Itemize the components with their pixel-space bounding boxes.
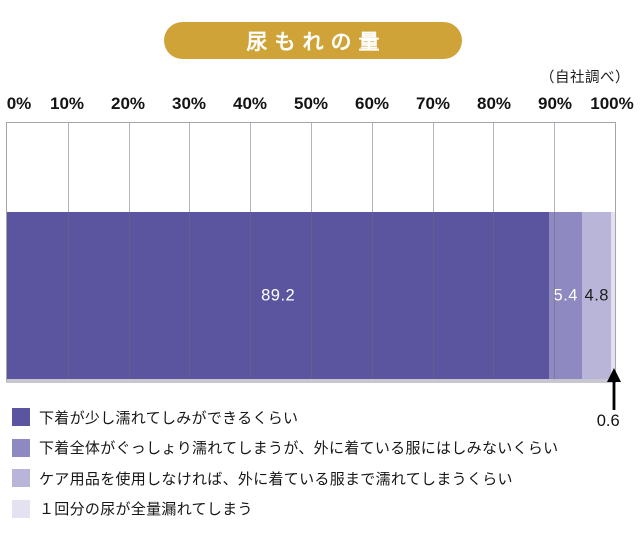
gridline <box>554 123 556 379</box>
gridline <box>432 123 434 379</box>
legend-label: ケア用品を使用しなければ、外に着ている服まで濡れてしまうくらい <box>39 470 513 488</box>
legend-item: 下着が少し濡れてしみができるくらい <box>12 408 558 427</box>
x-axis-tick: 100% <box>590 94 634 113</box>
x-axis-tick: 50% <box>293 94 329 113</box>
x-axis-tick: 80% <box>476 94 512 113</box>
legend-item: １回分の尿が全量漏れてしまう <box>12 499 558 518</box>
x-axis-tick: 70% <box>415 94 451 113</box>
gridline <box>128 123 130 379</box>
gridline <box>493 123 495 379</box>
x-axis-tick: 20% <box>110 94 146 113</box>
gridline <box>311 123 312 379</box>
x-axis-tick: 0% <box>6 94 32 113</box>
x-axis-tick: 10% <box>49 94 85 113</box>
legend-swatch <box>12 408 30 426</box>
x-axis-tick: 40% <box>232 94 268 113</box>
plot-area: 89.2 5.4 4.8 <box>6 122 616 383</box>
legend-swatch <box>12 438 30 457</box>
legend-label: 下着が少し濡れてしみができるくらい <box>39 409 299 427</box>
segment-value-label: 4.8 <box>584 286 609 304</box>
x-axis-tick: 60% <box>354 94 390 113</box>
bar-segment: 4.8 <box>582 212 612 379</box>
legend-swatch <box>12 469 30 487</box>
arrow-up-icon <box>606 368 622 410</box>
bar-segment <box>611 212 615 379</box>
x-axis-tick: 30% <box>171 94 207 113</box>
chart-title: 尿もれの量 <box>246 30 387 54</box>
gridline <box>250 123 252 379</box>
legend-label: １回分の尿が全量漏れてしまう <box>39 501 253 518</box>
arrow-value-label: 0.6 <box>596 412 620 430</box>
x-axis: 0% 10% 20% 30% 40% 50% 60% 70% 80% 90% 100% <box>0 94 640 118</box>
bar-segment: 89.2 <box>7 212 550 379</box>
source-note: （自社調べ） <box>540 70 630 86</box>
x-axis-tick: 90% <box>537 94 573 113</box>
legend-item: ケア用品を使用しなければ、外に着ている服まで濡れてしまうくらい <box>12 469 558 488</box>
segment-value-label: 89.2 <box>261 286 296 304</box>
gridline <box>371 123 373 379</box>
legend-label: 下着全体がぐっしょり濡れてしまうが、外に着ている服にはしみないくらい <box>39 440 559 457</box>
legend: 下着が少し濡れてしみができるくらい下着全体がぐっしょり濡れてしまうが、外に着てい… <box>12 408 558 518</box>
gridline <box>189 123 191 379</box>
chart-title-pill: 尿もれの量 <box>164 22 462 59</box>
legend-item: 下着全体がぐっしょり濡れてしまうが、外に着ている服にはしみないくらい <box>12 438 559 457</box>
gridline <box>67 123 69 379</box>
legend-swatch <box>12 499 30 518</box>
segment-value-label: 5.4 <box>553 286 578 304</box>
